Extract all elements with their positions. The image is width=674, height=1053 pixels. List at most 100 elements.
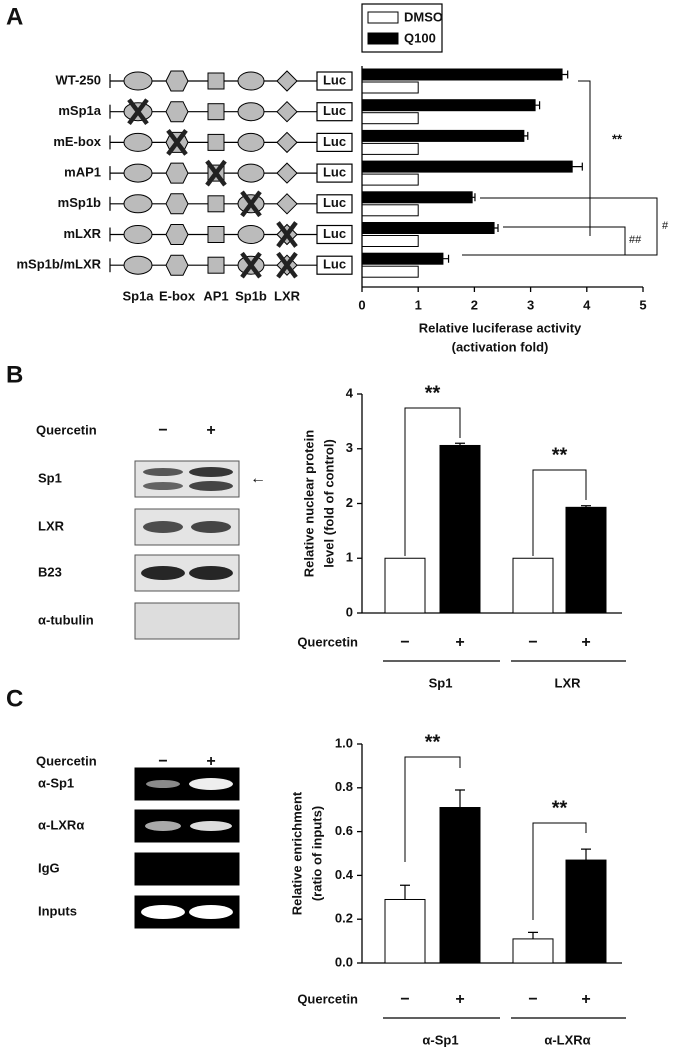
mutation-x	[276, 221, 298, 248]
ap1-site	[207, 103, 225, 121]
bar	[361, 81, 419, 94]
bracket	[404, 756, 461, 862]
blot	[134, 460, 240, 498]
lxr-site	[276, 162, 298, 184]
sp1-site	[237, 163, 265, 183]
error-bar	[535, 101, 541, 110]
bar	[361, 252, 444, 265]
bar	[361, 222, 495, 234]
group-label: α-LXRα	[544, 1032, 590, 1047]
legend-label: DMSO	[404, 9, 443, 24]
lane-label: +	[206, 753, 215, 770]
bar	[384, 557, 426, 614]
annotation: ##	[629, 234, 642, 246]
row-label: Quercetin	[297, 991, 358, 1006]
row-label: Quercetin	[36, 753, 97, 768]
band	[189, 566, 233, 580]
bracket	[503, 226, 626, 255]
sp1-site	[123, 255, 153, 275]
y-tick-label: 0.4	[335, 867, 354, 882]
error-bar	[562, 70, 569, 79]
sp1-site	[237, 225, 265, 244]
row-value: +	[455, 991, 464, 1008]
band	[146, 780, 180, 788]
x-tick-label: 2	[471, 297, 478, 312]
y-axis-title: Relative nuclear protein	[301, 430, 316, 577]
row-label: Quercetin	[297, 634, 358, 649]
error-bar	[442, 254, 450, 263]
x-tick-label: 1	[415, 297, 422, 312]
panel-letter: B	[6, 361, 23, 388]
y-tick-label: 1	[346, 550, 353, 565]
bar	[439, 807, 481, 964]
blot-label: LXR	[38, 518, 65, 533]
ebox-site	[165, 101, 189, 123]
ap1-site	[207, 226, 225, 243]
band	[143, 468, 183, 476]
y-tick-label: 2	[346, 495, 353, 510]
row-value: +	[581, 634, 590, 651]
row-value: +	[581, 991, 590, 1008]
y-axis-title: Relative enrichment	[289, 791, 304, 915]
ebox-site	[165, 193, 189, 215]
bar	[361, 142, 419, 155]
luc-box	[316, 224, 353, 245]
annotation: **	[425, 382, 441, 404]
sp1-site	[123, 163, 153, 183]
error-bar	[472, 193, 476, 202]
blot-label: α-Sp1	[38, 775, 74, 790]
group-label: LXR	[555, 675, 582, 690]
panel-letter: C	[6, 685, 23, 712]
bracket	[462, 197, 658, 256]
ebox-site	[165, 70, 189, 92]
mutation-x	[205, 159, 227, 187]
luc-label: Luc	[323, 195, 346, 210]
group-label: α-Sp1	[422, 1032, 458, 1047]
ebox-site	[165, 162, 189, 184]
sp1-site	[123, 225, 153, 244]
lxr-site	[276, 131, 298, 154]
band	[189, 905, 233, 919]
x-tick-label: 3	[527, 297, 534, 312]
y-tick-label: 3	[346, 440, 353, 455]
annotation: **	[552, 444, 568, 466]
luc-box	[316, 102, 353, 122]
construct-name: mAP1	[64, 165, 101, 180]
sp1-site	[237, 102, 265, 122]
ap1-site	[207, 256, 225, 274]
lane-label: +	[206, 422, 215, 439]
y-tick-label: 0.6	[335, 823, 353, 838]
x-tick-label: 0	[358, 297, 365, 312]
mutation-x	[240, 251, 262, 279]
blot-label: Sp1	[38, 470, 62, 485]
y-tick-label: 4	[346, 385, 354, 400]
legend-swatch	[367, 11, 399, 24]
bar	[361, 235, 419, 247]
luc-label: Luc	[323, 257, 346, 272]
mutation-x	[276, 251, 298, 279]
blot-label: α-LXRα	[38, 817, 84, 832]
band	[145, 821, 181, 831]
sp1-site	[123, 194, 153, 214]
element-label: Sp1a	[122, 288, 154, 303]
error-bar	[581, 505, 591, 508]
error-bar	[581, 848, 591, 861]
mutation-x	[166, 129, 188, 156]
row-value: −	[400, 634, 409, 651]
bar	[565, 506, 607, 614]
sp1-site	[123, 132, 153, 152]
bar	[512, 557, 554, 614]
ap1-site	[207, 195, 225, 213]
sp1-site	[123, 71, 153, 91]
blot	[134, 852, 240, 886]
mutation-x	[127, 98, 149, 126]
bracket	[578, 80, 600, 236]
blot-label: Inputs	[38, 903, 77, 918]
lxr-site	[276, 100, 298, 123]
y-tick-label: 1.0	[335, 735, 353, 750]
luc-label: Luc	[323, 134, 346, 149]
construct-name: mE-box	[53, 134, 101, 149]
element-label: E-box	[159, 288, 196, 303]
bar	[361, 160, 573, 173]
bar	[512, 938, 554, 964]
